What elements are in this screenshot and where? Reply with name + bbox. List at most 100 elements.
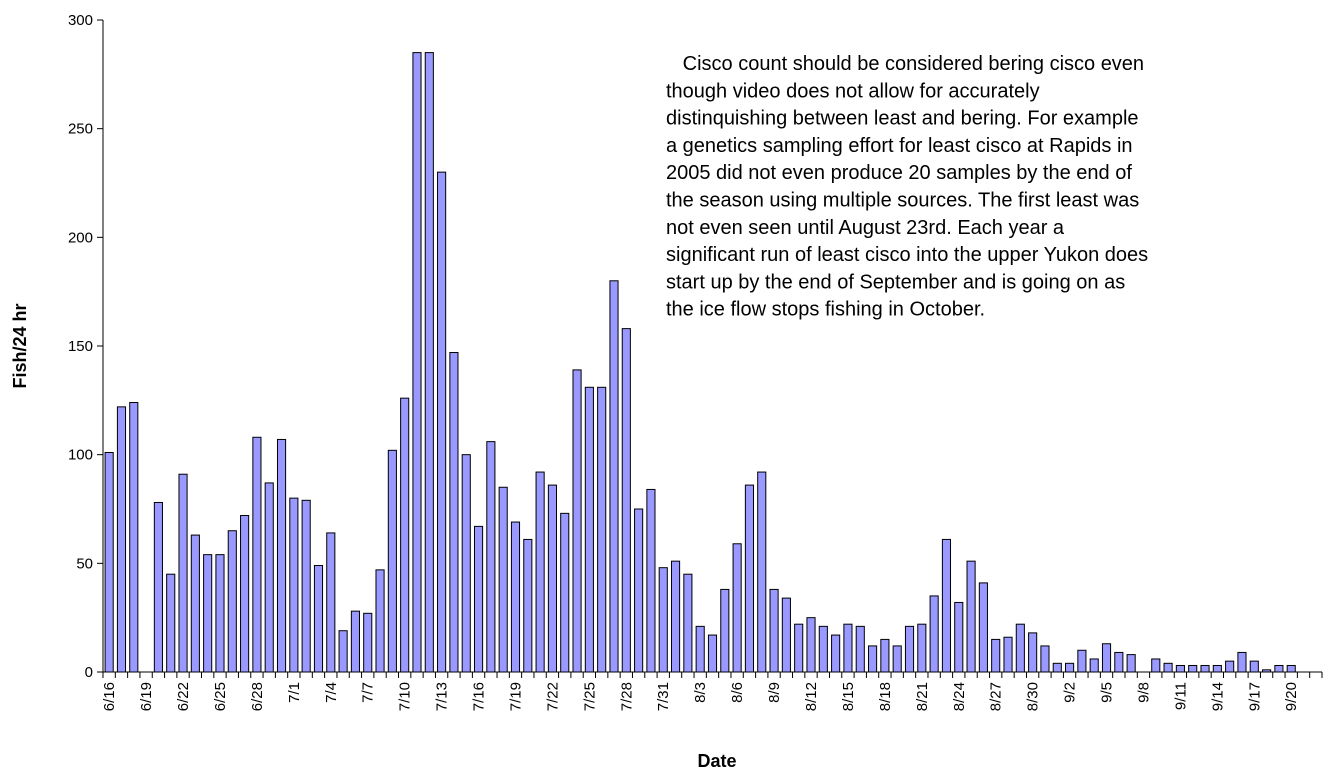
bar	[166, 573, 176, 673]
x-tick-label: 7/19	[507, 682, 524, 711]
bar	[1065, 662, 1075, 673]
bar	[338, 630, 348, 673]
bar	[473, 525, 484, 673]
bar	[178, 473, 188, 673]
annotation-line: the season using multiple sources. The f…	[666, 190, 1139, 212]
x-tick-label: 7/22	[544, 682, 561, 711]
bar	[449, 352, 459, 673]
annotation-line: 2005 did not even produce 20 samples by …	[666, 162, 1132, 184]
bar	[437, 171, 447, 673]
bar	[683, 573, 693, 673]
x-tick-label: 8/15	[840, 682, 857, 711]
y-tick-label: 150	[68, 338, 93, 355]
x-tick-label: 6/28	[249, 682, 266, 711]
bar	[880, 638, 890, 673]
annotation-line: significant run of least cisco into the …	[666, 244, 1148, 266]
y-tick-label: 200	[68, 229, 93, 246]
bar	[917, 623, 927, 673]
bar	[781, 597, 791, 673]
bar	[572, 369, 582, 673]
bar	[104, 451, 114, 673]
x-tick-label: 8/6	[729, 682, 746, 703]
x-tick-label: 8/30	[1025, 682, 1042, 711]
bar	[313, 565, 324, 673]
annotation-line: though video does not allow for accurate…	[666, 80, 1040, 102]
bar	[1151, 658, 1161, 673]
bar	[597, 386, 607, 673]
x-tick-label: 7/7	[360, 682, 377, 703]
bar	[720, 588, 730, 673]
bar	[978, 582, 988, 673]
x-tick-label: 7/31	[655, 682, 672, 711]
bar	[1126, 654, 1136, 673]
bar	[769, 588, 779, 673]
x-tick-label: 9/17	[1246, 682, 1263, 711]
bar	[363, 612, 373, 673]
bar	[818, 625, 828, 673]
bar	[560, 512, 570, 673]
bar	[424, 52, 434, 673]
bar	[695, 625, 705, 673]
bar	[1052, 662, 1062, 673]
bar	[227, 530, 237, 673]
bar	[1015, 623, 1025, 673]
bar	[621, 328, 631, 673]
annotation-line: a genetics sampling effort for least cis…	[666, 135, 1133, 157]
y-tick-label: 0	[85, 664, 93, 681]
annotation-line: not even seen until August 23rd. Each ye…	[666, 217, 1065, 239]
bar	[1077, 649, 1087, 673]
annotation-line: distinquishing between least and bering.…	[666, 108, 1139, 130]
x-tick-label: 8/18	[877, 682, 894, 711]
bar	[634, 508, 644, 673]
bar	[732, 543, 742, 673]
bar	[707, 634, 718, 673]
annotation-line: start up by the end of September and is …	[666, 271, 1125, 293]
x-tick-label: 9/14	[1209, 682, 1226, 711]
x-tick-label: 8/3	[692, 682, 709, 703]
x-tick-label: 9/8	[1135, 682, 1152, 703]
x-tick-label: 6/16	[101, 682, 118, 711]
x-tick-label: 8/24	[951, 682, 968, 711]
bar	[1237, 651, 1247, 673]
x-tick-label: 7/16	[471, 682, 488, 711]
bar	[658, 567, 668, 673]
bar	[868, 645, 878, 673]
bar	[276, 438, 287, 673]
bar	[240, 515, 250, 673]
bar	[264, 482, 274, 673]
bar	[1188, 664, 1198, 673]
bar	[486, 441, 496, 673]
bar	[498, 486, 508, 673]
bar	[350, 610, 360, 673]
bar	[412, 52, 422, 673]
bar	[215, 554, 225, 673]
x-axis-title: Date	[697, 751, 736, 771]
bar	[1200, 664, 1210, 673]
bar	[1028, 632, 1038, 673]
bar	[1286, 664, 1296, 673]
bar	[670, 560, 681, 673]
bar	[289, 497, 299, 673]
x-tick-label: 8/12	[803, 682, 820, 711]
annotation-line: Cisco count should be considered bering …	[666, 53, 1144, 75]
bar	[855, 625, 865, 673]
bar	[1225, 660, 1235, 673]
y-tick-label: 50	[76, 555, 93, 572]
bar	[301, 499, 311, 673]
bar	[843, 623, 853, 673]
bar	[1040, 645, 1050, 673]
bar	[116, 406, 127, 673]
x-tick-label: 6/22	[175, 682, 192, 711]
x-tick-label: 7/28	[618, 682, 635, 711]
bar	[510, 521, 521, 673]
bar	[609, 280, 619, 673]
bar	[991, 638, 1001, 673]
bar	[1274, 664, 1284, 673]
x-tick-label: 6/19	[138, 682, 155, 711]
annotation-line: the ice flow stops fishing in October.	[666, 299, 985, 321]
bar	[1003, 636, 1013, 673]
bar	[1249, 660, 1259, 673]
y-tick-label: 250	[68, 121, 93, 138]
y-tick-label: 300	[68, 12, 93, 29]
